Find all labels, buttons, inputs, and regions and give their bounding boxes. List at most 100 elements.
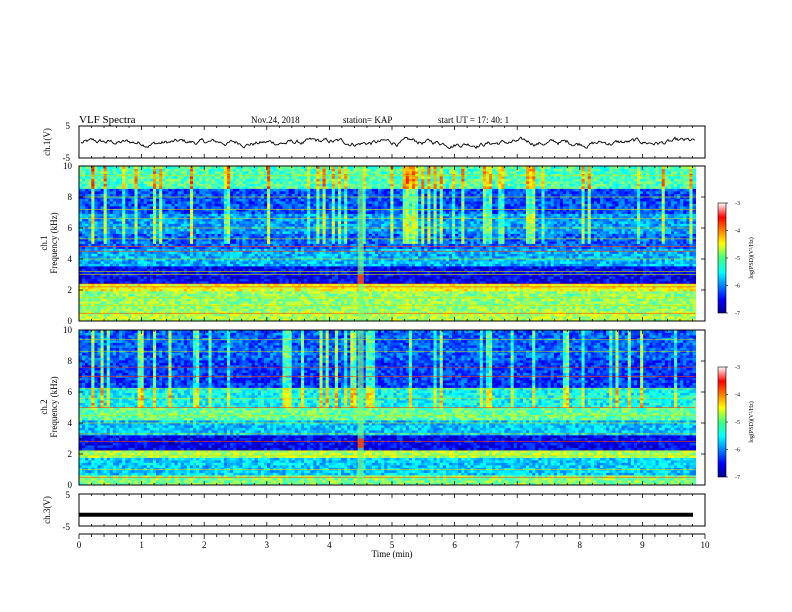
spectrogram-cell: [258, 226, 261, 229]
spectrogram-cell: [184, 226, 187, 229]
spectrogram-cell: [242, 234, 245, 237]
spectrogram-cell: [279, 224, 282, 227]
spectrogram-cell: [295, 191, 298, 194]
spectrogram-cell: [187, 181, 190, 184]
spectrogram-cell: [134, 224, 137, 227]
spectrogram-cell: [113, 294, 116, 297]
spectrogram-cell: [279, 231, 282, 234]
spectrogram-cell: [236, 199, 239, 202]
spectrogram-cell: [128, 299, 131, 302]
spectrogram-cell: [156, 206, 159, 209]
spectrogram-cell: [261, 209, 264, 212]
spectrogram-cell: [98, 179, 101, 182]
spectrogram-cell: [79, 201, 82, 204]
spectrogram-cell: [255, 279, 258, 282]
spectrogram-cell: [298, 286, 301, 289]
spectrogram-cell: [304, 289, 307, 292]
spectrogram-cell: [82, 231, 85, 234]
spectrogram-cell: [276, 209, 279, 212]
spectrogram-cell: [292, 171, 295, 174]
spectrogram-cell: [138, 306, 141, 309]
spectrogram-cell: [221, 169, 224, 172]
spectrogram-cell: [199, 276, 202, 279]
spectrogram-cell: [215, 179, 218, 182]
spectrogram-cell: [295, 221, 298, 224]
spectrogram-cell: [116, 171, 119, 174]
spectrogram-cell: [196, 279, 199, 282]
spectrogram-cell: [128, 181, 131, 184]
spectrogram-cell: [199, 194, 202, 197]
spectrogram-cell: [199, 289, 202, 292]
spectrogram-cell: [187, 229, 190, 232]
spectrogram-cell: [94, 214, 97, 217]
spectrogram-cell: [224, 254, 227, 257]
spectrogram-cell: [282, 286, 285, 289]
spectrogram-cell: [159, 291, 162, 294]
spectrogram-cell: [94, 241, 97, 244]
spectrogram-cell: [249, 204, 252, 207]
spectrogram-cell: [147, 236, 150, 239]
spectrogram-cell: [128, 244, 131, 247]
spectrogram-cell: [184, 181, 187, 184]
spectrogram-cell: [307, 231, 310, 234]
spectrogram-cell: [147, 199, 150, 202]
spectrogram-cell: [279, 274, 282, 277]
spectrogram-cell: [298, 256, 301, 259]
spectrogram-cell: [88, 214, 91, 217]
spectrogram-cell: [94, 301, 97, 304]
spectrogram-cell: [199, 191, 202, 194]
spectrogram-cell: [273, 279, 276, 282]
spectrogram-cell: [128, 189, 131, 192]
spectrogram-cell: [187, 211, 190, 214]
spectrogram-cell: [98, 299, 101, 302]
spectrogram-cell: [144, 176, 147, 179]
spectrogram-cell: [138, 279, 141, 282]
spectrogram-cell: [267, 266, 270, 269]
spectrogram-cell: [193, 191, 196, 194]
spectrogram-cell: [165, 179, 168, 182]
spectrogram-cell: [224, 301, 227, 304]
spectrogram-cell: [255, 276, 258, 279]
spectrogram-cell: [252, 264, 255, 267]
spectrogram-cell: [273, 214, 276, 217]
spectrogram-cell: [150, 316, 153, 319]
spectrogram-cell: [242, 179, 245, 182]
spectrogram-cell: [261, 289, 264, 292]
spectrogram-cell: [289, 191, 292, 194]
spectrogram-cell: [233, 286, 236, 289]
spectrogram-cell: [134, 206, 137, 209]
spectrogram-cell: [279, 276, 282, 279]
spectrogram-cell: [298, 196, 301, 199]
spectrogram-cell: [113, 264, 116, 267]
spectrogram-cell: [193, 206, 196, 209]
spectrogram-cell: [273, 204, 276, 207]
spectrogram-cell: [319, 289, 322, 292]
spectrogram-cell: [82, 256, 85, 259]
spectrogram-cell: [276, 274, 279, 277]
spectrogram-cell: [252, 214, 255, 217]
spectrogram-cell: [175, 306, 178, 309]
spectrogram-cell: [227, 306, 230, 309]
spectrogram-cell: [286, 256, 289, 259]
spectrogram-cell: [119, 274, 122, 277]
spectrogram-cell: [110, 241, 113, 244]
spectrogram-cell: [205, 211, 208, 214]
spectrogram-cell: [304, 291, 307, 294]
spectrogram-cell: [116, 306, 119, 309]
spectrogram-cell: [292, 199, 295, 202]
spectrogram-cell: [286, 179, 289, 182]
spectrogram-cell: [295, 189, 298, 192]
spectrogram-cell: [230, 169, 233, 172]
spectrogram-cell: [128, 274, 131, 277]
spectrogram-cell: [255, 196, 258, 199]
spectrogram-cell: [153, 276, 156, 279]
spectrogram-cell: [264, 194, 267, 197]
spectrogram-cell: [196, 176, 199, 179]
spectrogram-cell: [184, 209, 187, 212]
spectrogram-cell: [82, 196, 85, 199]
spectrogram-cell: [144, 314, 147, 317]
spectrogram-cell: [94, 209, 97, 212]
spectrogram-cell: [316, 286, 319, 289]
spectrogram-cell: [85, 199, 88, 202]
spectrogram-cell: [292, 181, 295, 184]
